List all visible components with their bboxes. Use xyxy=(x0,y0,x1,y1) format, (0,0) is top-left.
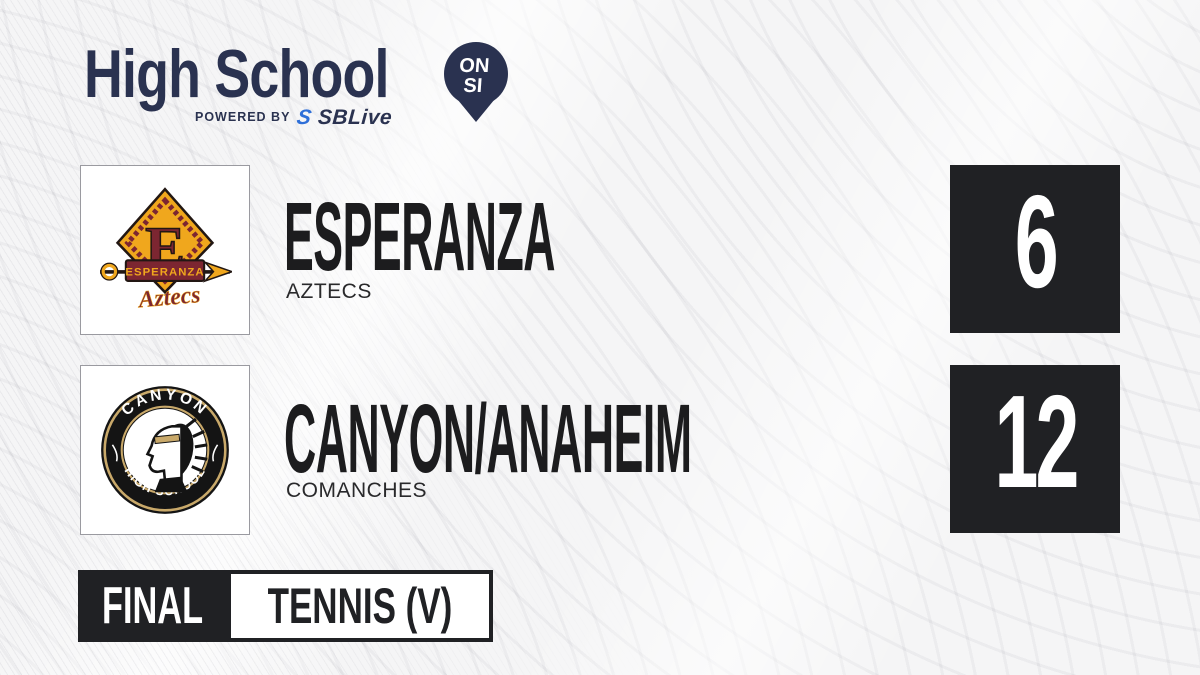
team1-score-box: 6 xyxy=(950,165,1120,333)
esperanza-banner-text: ESPERANZA xyxy=(125,266,204,278)
status-bar: FINAL TENNIS (V) xyxy=(78,570,493,642)
powered-by-row: POWERED BY S SBLive xyxy=(195,104,393,130)
event-badge: TENNIS (V) xyxy=(227,570,493,642)
final-label: FINAL xyxy=(101,577,204,635)
team2-name: CANYON/ANAHEIM xyxy=(284,384,692,493)
esperanza-script-text: Aztecs xyxy=(136,282,202,313)
team1-mascot: AZTECS xyxy=(286,280,372,303)
event-label: TENNIS (V) xyxy=(267,578,453,634)
team2-score: 12 xyxy=(993,368,1079,515)
chief-head-illustration xyxy=(145,417,208,493)
team1-score: 6 xyxy=(1014,168,1058,315)
badge-line1: ON xyxy=(459,55,491,77)
sblive-wordmark: SBLive xyxy=(317,105,394,129)
sblive-icon: S xyxy=(295,105,314,129)
badge-line2: SI xyxy=(463,75,483,97)
canyon-logo: CANYON HIGH SCHOOL xyxy=(101,386,229,514)
team2-mascot: COMANCHES xyxy=(286,479,428,502)
team1-logo-box: E ESPERANZA Aztecs xyxy=(80,165,250,335)
final-badge: FINAL xyxy=(78,570,227,642)
team1-name: ESPERANZA xyxy=(284,182,556,291)
team2-logo-box: CANYON HIGH SCHOOL xyxy=(80,365,250,535)
brand-title: High School xyxy=(84,36,389,112)
powered-by-label: POWERED BY xyxy=(195,110,291,124)
on-si-pin-badge: ON SI xyxy=(444,42,508,122)
team2-score-box: 12 xyxy=(950,365,1120,533)
esperanza-logo: E ESPERANZA Aztecs xyxy=(100,187,232,314)
